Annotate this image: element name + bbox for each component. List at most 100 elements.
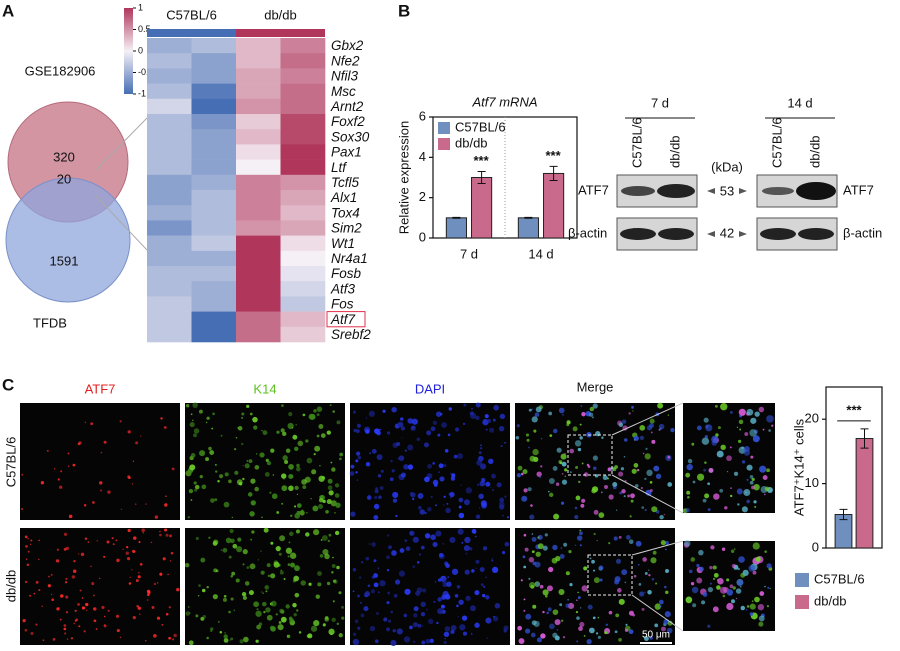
speckle <box>540 633 546 639</box>
speckle <box>192 402 198 408</box>
speckle <box>533 429 537 433</box>
speckle <box>164 503 168 507</box>
speckle <box>263 527 269 533</box>
speckle <box>623 455 626 458</box>
speckle <box>597 635 601 639</box>
speckle <box>515 435 520 440</box>
speckle <box>218 474 224 479</box>
speckle <box>242 563 245 566</box>
speckle <box>546 611 549 615</box>
speckle <box>352 638 360 646</box>
gene-label: Nr4a1 <box>331 251 368 266</box>
heatmap-cell <box>191 129 237 145</box>
speckle <box>234 470 239 475</box>
speckle <box>670 427 675 433</box>
speckle <box>270 600 277 607</box>
speckle <box>74 609 77 612</box>
speckle <box>574 544 577 546</box>
speckle <box>644 591 646 593</box>
heatmap-cell <box>191 266 237 282</box>
speckle <box>260 570 265 575</box>
speckle <box>449 536 456 543</box>
speckle <box>153 634 157 638</box>
speckle <box>256 624 262 630</box>
speckle <box>413 606 419 612</box>
speckle <box>667 482 673 487</box>
bar <box>855 438 874 549</box>
speckle <box>456 604 459 608</box>
speckle <box>151 606 155 609</box>
speckle <box>294 505 297 508</box>
speckle <box>339 457 342 461</box>
speckle <box>554 619 561 626</box>
speckle <box>589 406 594 412</box>
speckle <box>423 442 429 448</box>
speckle <box>506 516 510 519</box>
speckle <box>296 493 299 495</box>
speckle <box>235 578 240 583</box>
speckle <box>172 638 175 641</box>
speckle <box>654 603 661 610</box>
speckle <box>373 559 377 563</box>
speckle <box>710 545 715 550</box>
speckle <box>576 616 580 620</box>
speckle <box>126 545 129 549</box>
speckle <box>726 578 730 582</box>
speckle <box>161 623 164 626</box>
speckle <box>548 478 555 484</box>
speckle <box>759 465 767 473</box>
speckle <box>726 471 729 473</box>
speckle <box>135 579 139 583</box>
speckle <box>262 430 268 436</box>
speckle <box>21 508 23 510</box>
speckle <box>400 426 406 431</box>
speckle <box>630 493 635 499</box>
speckle <box>733 548 736 550</box>
speckle <box>249 563 256 570</box>
speckle <box>659 427 662 430</box>
speckle <box>201 588 206 593</box>
speckle <box>654 623 659 628</box>
speckle <box>724 506 728 510</box>
speckle <box>232 543 238 549</box>
speckle <box>262 601 267 607</box>
speckle <box>418 553 422 556</box>
speckle <box>624 581 627 584</box>
speckle <box>520 579 523 582</box>
speckle <box>741 460 746 464</box>
gene-label: Sox30 <box>331 129 370 144</box>
speckle <box>749 603 756 610</box>
speckle <box>542 589 549 596</box>
speckle <box>116 628 120 633</box>
venn-label: GSE182906 <box>25 63 96 78</box>
speckle <box>374 639 379 644</box>
speckle <box>250 538 253 541</box>
speckle <box>698 549 704 556</box>
speckle <box>280 428 285 433</box>
speckle <box>555 482 560 486</box>
speckle <box>231 516 234 519</box>
speckle <box>41 605 43 607</box>
speckle <box>604 631 608 635</box>
speckle <box>650 431 653 434</box>
speckle <box>63 624 67 627</box>
speckle <box>660 540 666 546</box>
speckle <box>413 640 416 643</box>
speckle <box>215 470 218 473</box>
speckle <box>83 630 86 633</box>
speckle <box>746 499 750 504</box>
speckle <box>241 416 244 419</box>
speckle <box>587 604 593 610</box>
speckle <box>295 423 298 426</box>
speckle <box>313 409 317 413</box>
speckle <box>552 428 558 434</box>
speckle <box>120 508 122 510</box>
speckle <box>279 570 284 575</box>
speckle <box>518 638 525 644</box>
speckle <box>48 575 50 578</box>
speckle <box>687 458 693 464</box>
speckle <box>424 533 431 539</box>
speckle <box>219 630 223 634</box>
speckle <box>321 535 328 541</box>
speckle <box>458 505 462 509</box>
